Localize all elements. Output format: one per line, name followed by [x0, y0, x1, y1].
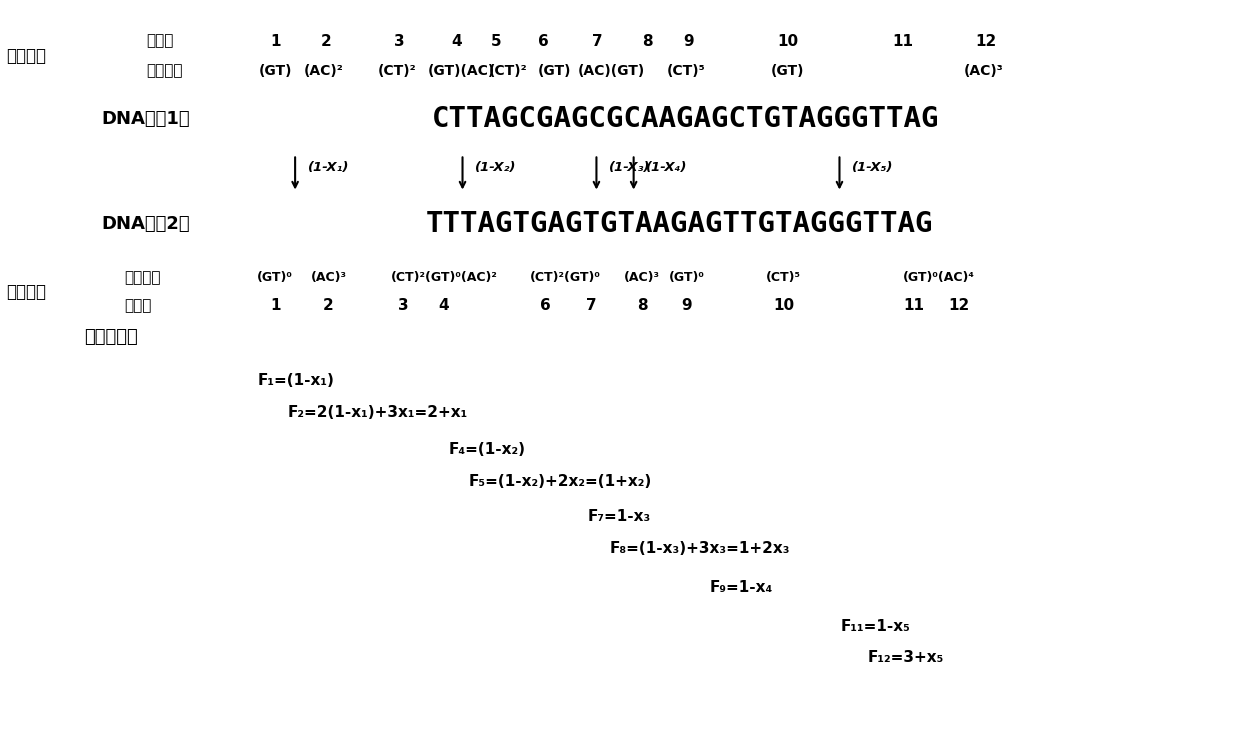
Text: 10: 10 [776, 34, 799, 48]
Text: (AC)³: (AC)³ [963, 64, 1003, 78]
Text: 核苷酸：: 核苷酸： [146, 63, 182, 78]
Text: 12: 12 [947, 298, 970, 313]
Text: F₁₁=1-x₅: F₁₁=1-x₅ [841, 619, 910, 634]
Text: 8: 8 [642, 34, 652, 48]
Text: 11: 11 [893, 34, 913, 48]
Text: (CT)⁵: (CT)⁵ [766, 271, 801, 284]
Text: (GT): (GT) [258, 64, 293, 78]
Text: (AC)(GT): (AC)(GT) [578, 64, 645, 78]
Text: F₄=(1-x₂): F₄=(1-x₂) [449, 442, 526, 457]
Text: 2: 2 [321, 34, 331, 48]
Text: (AC)³: (AC)³ [310, 271, 347, 284]
Text: (CT)⁵: (CT)⁵ [666, 64, 706, 78]
Text: CTTAGCGAGCGCAAGAGCTGTAGGGTTAG: CTTAGCGAGCGCAAGAGCTGTAGGGTTAG [432, 105, 940, 134]
Text: 3: 3 [394, 34, 404, 48]
Text: 3: 3 [398, 298, 408, 313]
Text: F₁₂=3+x₅: F₁₂=3+x₅ [868, 651, 945, 665]
Text: 11: 11 [904, 298, 924, 313]
Text: (GT)(AC): (GT)(AC) [428, 64, 495, 78]
Text: F₁=(1-x₁): F₁=(1-x₁) [258, 373, 335, 388]
Text: (CT)²(GT)⁰: (CT)²(GT)⁰ [529, 271, 601, 284]
Text: TTTAGTGAGTGTAAGAGTTGTAGGGTTAG: TTTAGTGAGTGTAAGAGTTGTAGGGTTAG [425, 210, 934, 238]
Text: (CT)²: (CT)² [489, 64, 528, 78]
Text: (AC)²: (AC)² [304, 64, 343, 78]
Text: (1-X₁): (1-X₁) [308, 161, 348, 174]
Text: 测序反应: 测序反应 [6, 47, 46, 65]
Text: 1: 1 [270, 34, 280, 48]
Text: F₇=1-x₃: F₇=1-x₃ [588, 509, 651, 524]
Text: 12: 12 [975, 34, 997, 48]
Text: 5: 5 [491, 34, 501, 48]
Text: (GT): (GT) [770, 64, 805, 78]
Text: 7: 7 [587, 298, 596, 313]
Text: (CT)²: (CT)² [377, 64, 417, 78]
Text: (CT)²(GT)⁰(AC)²: (CT)²(GT)⁰(AC)² [391, 271, 497, 284]
Text: (1-X₃): (1-X₃) [609, 161, 650, 174]
Text: (GT)⁰: (GT)⁰ [258, 271, 293, 284]
Text: 4: 4 [451, 34, 461, 48]
Text: F₈=(1-x₃)+3x₃=1+2x₃: F₈=(1-x₃)+3x₃=1+2x₃ [610, 541, 791, 556]
Text: (GT)⁰(AC)⁴: (GT)⁰(AC)⁴ [903, 271, 975, 284]
Text: 9: 9 [682, 298, 692, 313]
Text: 4: 4 [439, 298, 449, 313]
Text: 1: 1 [270, 298, 280, 313]
Text: DNA序兗1：: DNA序兗1： [102, 110, 190, 128]
Text: F₂=2(1-x₁)+3x₁=2+x₁: F₂=2(1-x₁)+3x₁=2+x₁ [288, 405, 467, 420]
Text: (GT): (GT) [537, 64, 572, 78]
Text: (1-X₅): (1-X₅) [852, 161, 893, 174]
Text: 6: 6 [541, 298, 551, 313]
Text: 6: 6 [538, 34, 548, 48]
Text: (1-X₂): (1-X₂) [475, 161, 516, 174]
Text: 次序：: 次序： [124, 298, 151, 313]
Text: 关联分析：: 关联分析： [84, 328, 138, 346]
Text: 9: 9 [683, 34, 693, 48]
Text: 核苷酸：: 核苷酸： [124, 270, 160, 285]
Text: (1-X₄): (1-X₄) [646, 161, 687, 174]
Text: DNA序兗2：: DNA序兗2： [102, 215, 190, 233]
Text: 7: 7 [593, 34, 603, 48]
Text: F₉=1-x₄: F₉=1-x₄ [709, 580, 773, 595]
Text: 8: 8 [637, 298, 647, 313]
Text: (AC)³: (AC)³ [624, 271, 661, 284]
Text: 次序：: 次序： [146, 34, 174, 48]
Text: (GT)⁰: (GT)⁰ [670, 271, 704, 284]
Text: 10: 10 [773, 298, 795, 313]
Text: F₅=(1-x₂)+2x₂=(1+x₂): F₅=(1-x₂)+2x₂=(1+x₂) [469, 474, 652, 489]
Text: 2: 2 [324, 298, 334, 313]
Text: 测序反应: 测序反应 [6, 283, 46, 301]
